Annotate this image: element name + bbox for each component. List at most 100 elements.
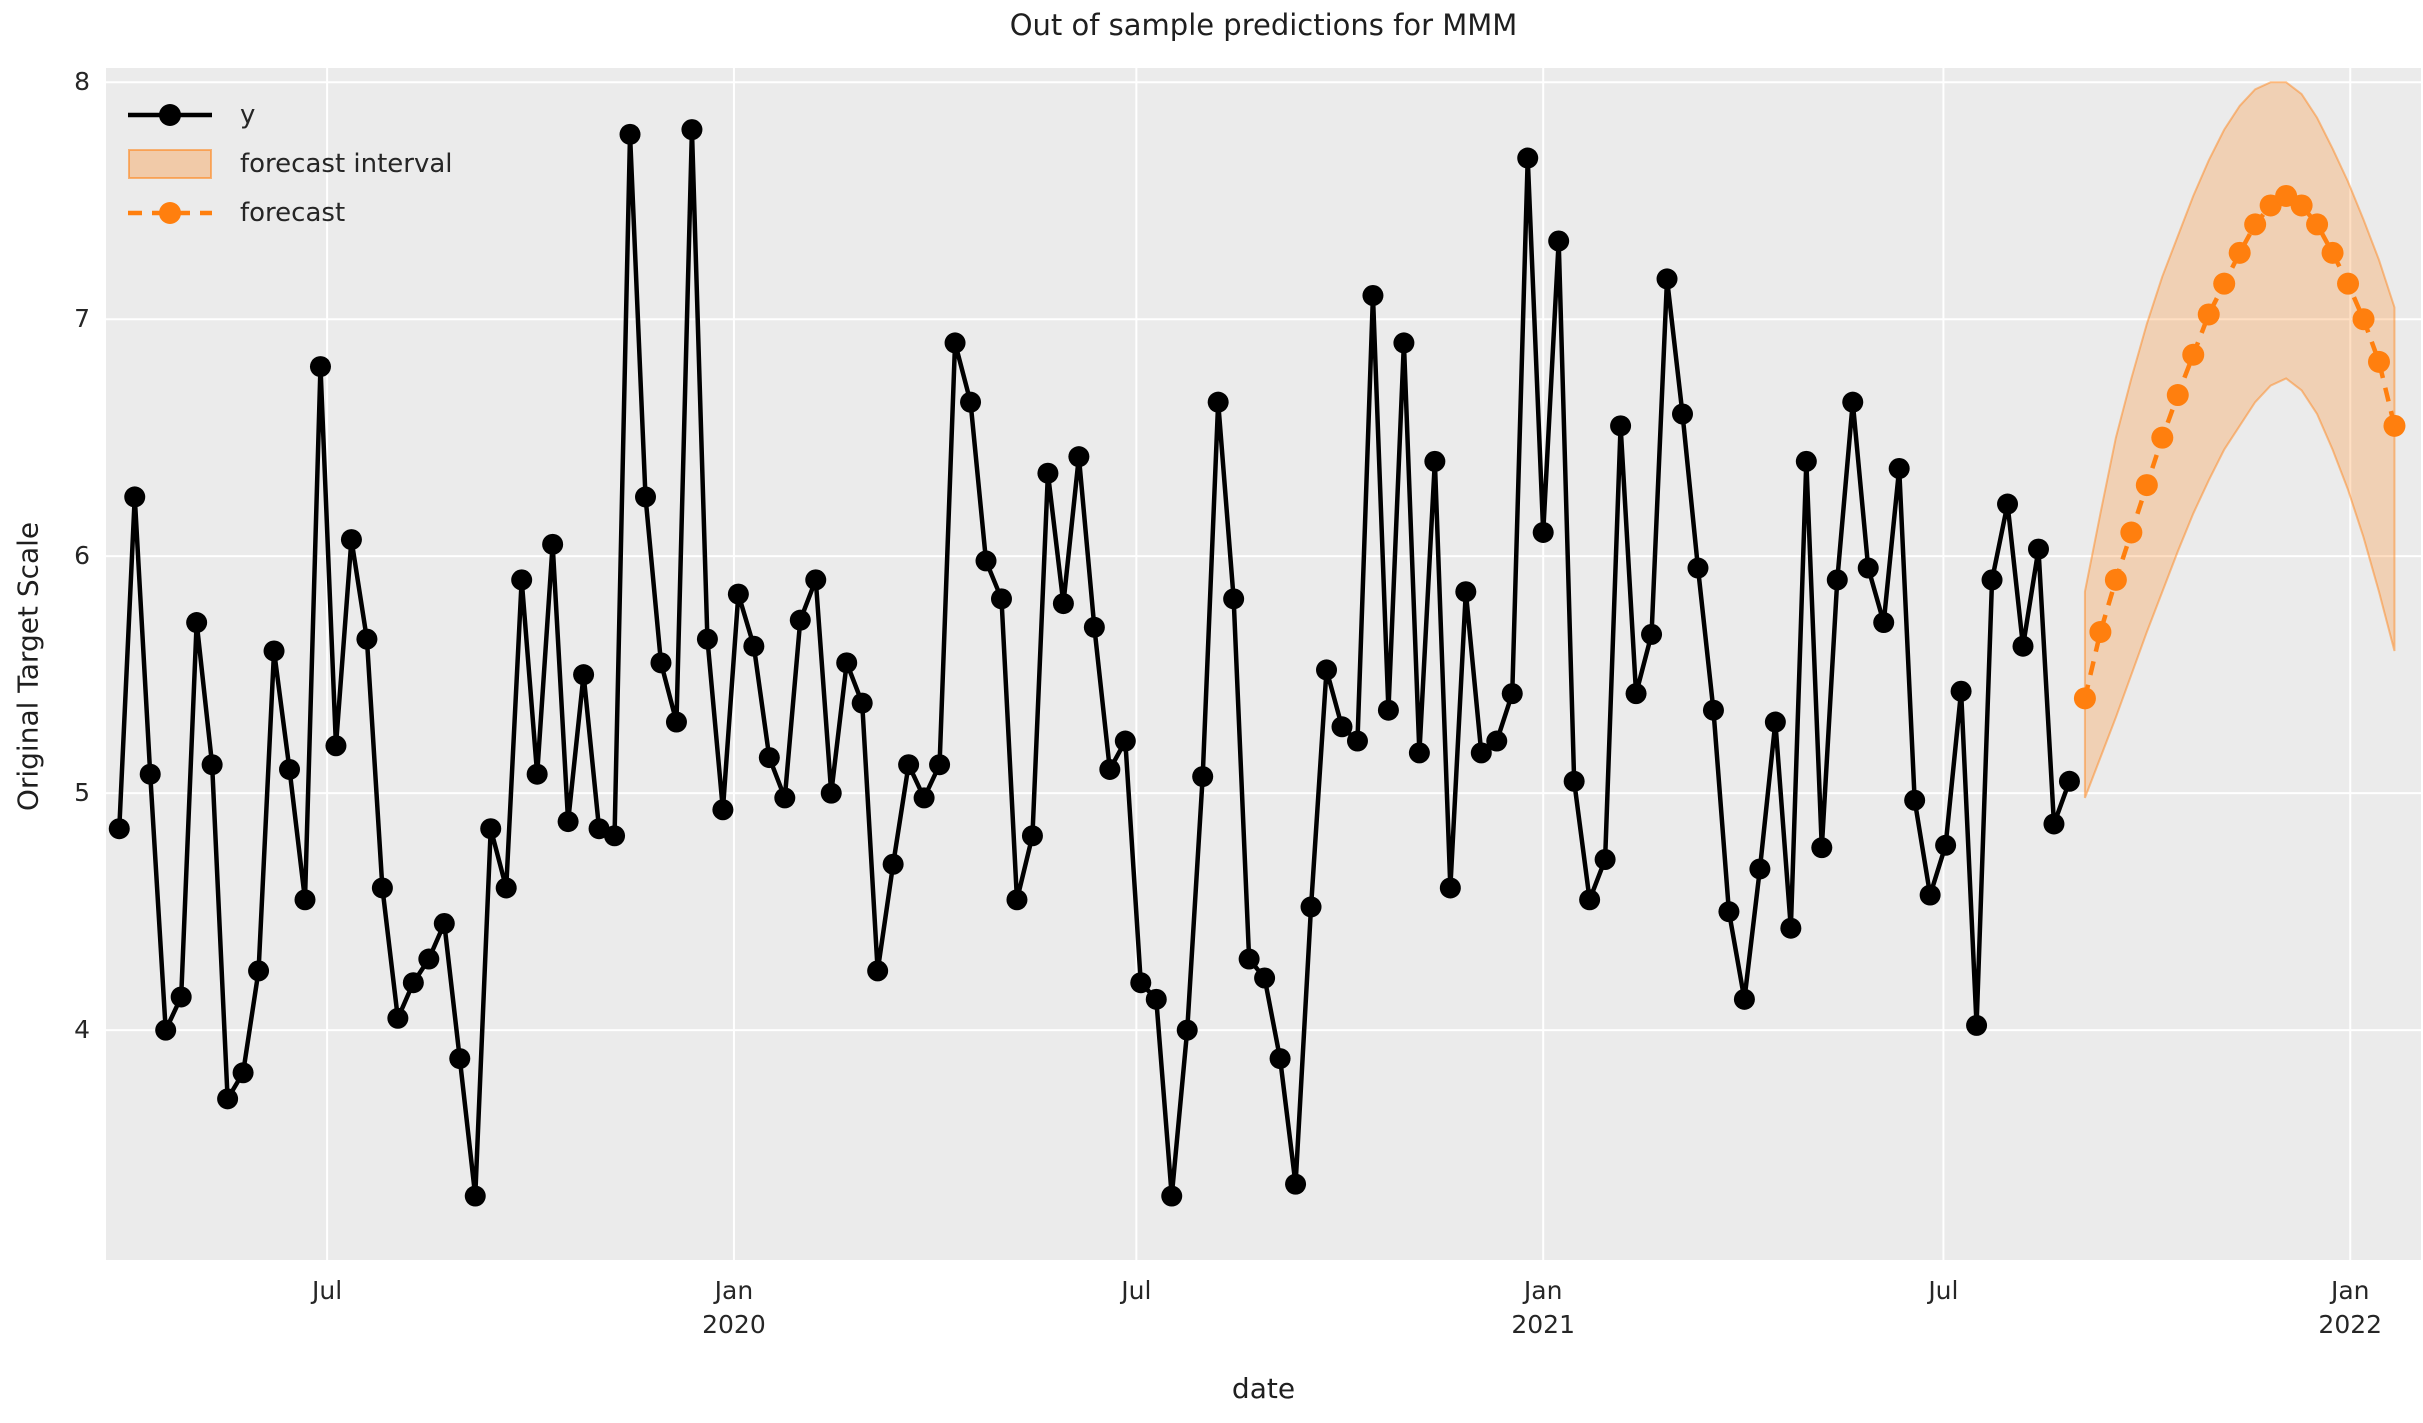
y-series-marker — [1346, 730, 1368, 752]
y-series-marker — [1702, 699, 1724, 721]
y-series-marker — [170, 986, 192, 1008]
y-series-marker — [2043, 813, 2065, 835]
y-series-marker — [1021, 825, 1043, 847]
forecast-marker — [2321, 241, 2344, 264]
legend: y forecast interval forecast — [128, 96, 453, 232]
forecast-marker — [2135, 474, 2158, 497]
forecast-marker — [2367, 350, 2390, 373]
x-tick-label: Jul — [312, 1276, 343, 1305]
x-tick-label: Jan 2020 — [702, 1276, 766, 1339]
legend-item-y: y — [128, 96, 453, 134]
forecast-marker — [2073, 687, 2096, 710]
y-axis-label: Original Target Scale — [11, 521, 45, 812]
y-series-marker — [294, 889, 316, 911]
y-series-marker — [789, 609, 811, 631]
y-series-marker — [526, 763, 548, 785]
y-series-marker — [1331, 716, 1353, 738]
y-series-marker — [1842, 391, 1864, 413]
chart-title: Out of sample predictions for MMM — [1009, 8, 1518, 42]
y-series-marker — [1764, 711, 1786, 733]
y-series-marker — [155, 1019, 177, 1041]
y-tick-label: 4 — [74, 1015, 90, 1045]
y-series-marker — [1548, 230, 1570, 252]
y-series-marker — [944, 332, 966, 354]
y-series-marker — [1006, 889, 1028, 911]
x-tick-label: Jan 2022 — [2318, 1276, 2383, 1339]
y-series-marker — [1935, 834, 1957, 856]
y-series-marker — [913, 787, 935, 809]
y-series-marker — [1873, 612, 1895, 634]
y-series-marker — [1919, 884, 1941, 906]
y-series-marker — [1749, 858, 1771, 880]
y-series-marker — [2012, 635, 2034, 657]
y-tick-label: 5 — [74, 778, 90, 808]
x-axis-label: date — [1231, 1372, 1296, 1405]
patch-swatch-icon — [128, 149, 212, 179]
x-tick-label: Jul — [1121, 1276, 1152, 1305]
y-series-marker — [279, 758, 301, 780]
y-series-marker — [1718, 901, 1740, 923]
plot-area-background — [106, 68, 2421, 1260]
y-series-marker — [1904, 789, 1926, 811]
y-series-marker — [2058, 770, 2080, 792]
legend-item-forecast-interval: forecast interval — [128, 145, 453, 183]
y-series-marker — [1532, 521, 1554, 543]
y-series-marker — [1223, 588, 1245, 610]
y-series-marker — [186, 612, 208, 634]
y-series-marker — [1083, 616, 1105, 638]
y-series-marker — [573, 664, 595, 686]
y-series-marker — [650, 652, 672, 674]
x-tick-label: Jul — [1928, 1276, 1959, 1305]
y-series-marker — [805, 569, 827, 591]
legend-label-y: y — [240, 100, 256, 130]
forecast-marker — [2089, 621, 2112, 644]
y-series-marker — [2027, 538, 2049, 560]
y-series-marker — [340, 529, 362, 551]
y-series-marker — [1300, 896, 1322, 918]
y-tick-label: 7 — [74, 304, 90, 334]
y-series-marker — [1052, 593, 1074, 615]
y-series-marker — [1470, 742, 1492, 764]
y-series-marker — [1857, 557, 1879, 579]
y-series-marker — [1439, 877, 1461, 899]
y-series-marker — [449, 1048, 471, 1070]
y-series-marker — [1795, 450, 1817, 472]
y-series-marker — [402, 972, 424, 994]
forecast-marker — [2244, 213, 2267, 236]
y-series-marker — [681, 119, 703, 141]
forecast-marker — [2166, 384, 2189, 407]
forecast-marker — [2182, 343, 2205, 366]
legend-item-forecast: forecast — [128, 194, 453, 232]
y-series-marker — [201, 754, 223, 776]
y-series-marker — [356, 628, 378, 650]
y-series-marker — [1656, 268, 1678, 290]
y-series-marker — [1501, 683, 1523, 705]
y-series-marker — [975, 550, 997, 572]
y-series-marker — [511, 569, 533, 591]
y-series-marker — [1780, 917, 1802, 939]
y-series-marker — [1610, 415, 1632, 437]
y-series-marker — [1176, 1019, 1198, 1041]
forecast-marker — [2151, 426, 2174, 449]
y-series-marker — [1316, 659, 1338, 681]
y-series-marker — [1269, 1048, 1291, 1070]
y-series-marker — [1424, 450, 1446, 472]
y-series-marker — [1733, 988, 1755, 1010]
forecast-marker — [2104, 568, 2127, 591]
y-series-marker — [727, 583, 749, 605]
y-series-marker — [712, 799, 734, 821]
y-series-marker — [1037, 462, 1059, 484]
y-tick-label: 8 — [74, 67, 90, 97]
y-series-marker — [557, 811, 579, 833]
y-series-marker — [1671, 403, 1693, 425]
y-series-marker — [758, 747, 780, 769]
forecast-marker — [2290, 194, 2313, 217]
forecast-marker — [2352, 308, 2375, 331]
y-series-marker — [1966, 1014, 1988, 1036]
y-series-marker — [1687, 557, 1709, 579]
y-series-marker — [433, 912, 455, 934]
y-series-marker — [124, 486, 146, 508]
y-series-marker — [1563, 770, 1585, 792]
